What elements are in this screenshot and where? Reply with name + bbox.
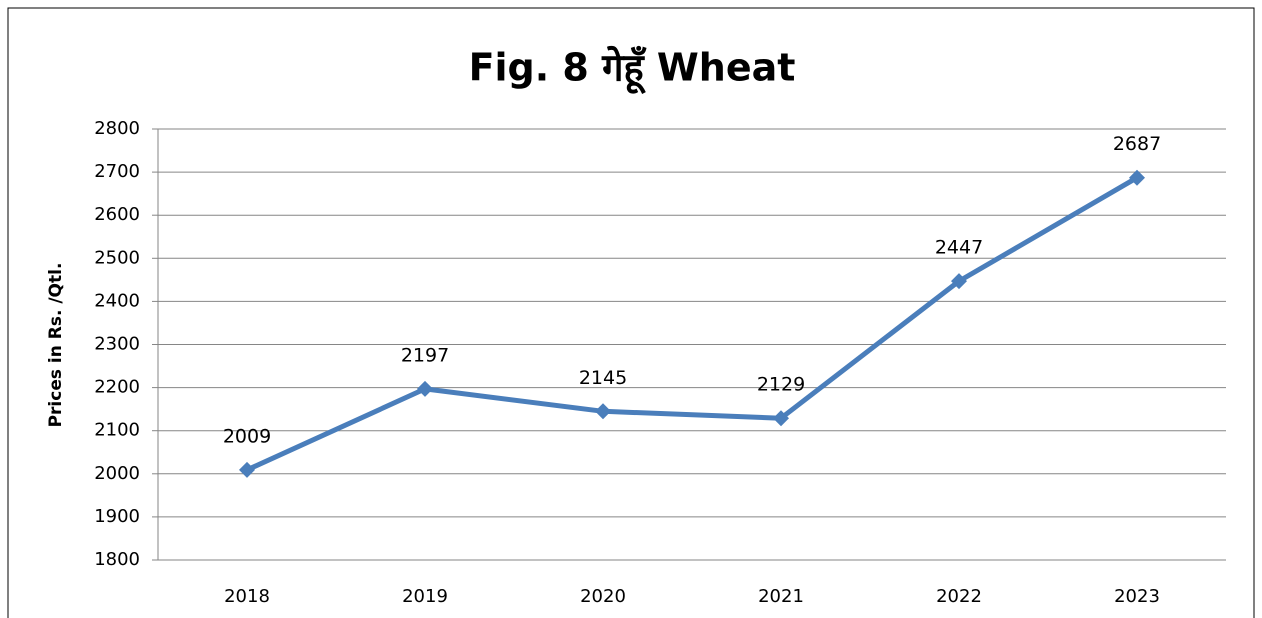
y-tick-label: 2600 [94, 204, 140, 225]
marker [773, 410, 789, 427]
y-tick-label: 2200 [94, 377, 140, 398]
line [245, 175, 1139, 473]
y-tick-label: 2400 [94, 290, 140, 311]
y-tick-label: 1800 [94, 549, 140, 570]
marker [595, 403, 611, 420]
x-tick-label: 2023 [1114, 586, 1160, 607]
y-tick-label: 2700 [94, 161, 140, 182]
chart-border [7, 7, 1255, 618]
x-tick-label: 2021 [758, 586, 804, 607]
data-label: 2009 [223, 425, 271, 447]
data-label: 2687 [1113, 133, 1161, 155]
x-tick-label: 2019 [402, 586, 448, 607]
data-label: 2447 [935, 237, 983, 259]
x-tick-label: 2020 [580, 586, 626, 607]
marker [1129, 169, 1145, 186]
y-tick-label: 1900 [94, 506, 140, 527]
y-axis-label: Prices in Rs. /Qtl. [46, 263, 66, 428]
x-tick-label: 2022 [936, 586, 982, 607]
y-tick-label: 2000 [94, 463, 140, 484]
data-label: 2145 [579, 367, 627, 389]
x-tick-label: 2018 [224, 586, 270, 607]
y-tick-label: 2100 [94, 420, 140, 441]
marker [951, 273, 967, 290]
data-label: 2129 [757, 374, 805, 396]
data-label: 2197 [401, 344, 449, 366]
y-tick-label: 2800 [94, 118, 140, 139]
chart-title: Fig. 8 गेहूँ Wheat [469, 46, 796, 95]
marker [239, 461, 255, 478]
y-tick-label: 2300 [94, 334, 140, 355]
marker [417, 380, 433, 397]
y-tick-label: 2500 [94, 247, 140, 268]
